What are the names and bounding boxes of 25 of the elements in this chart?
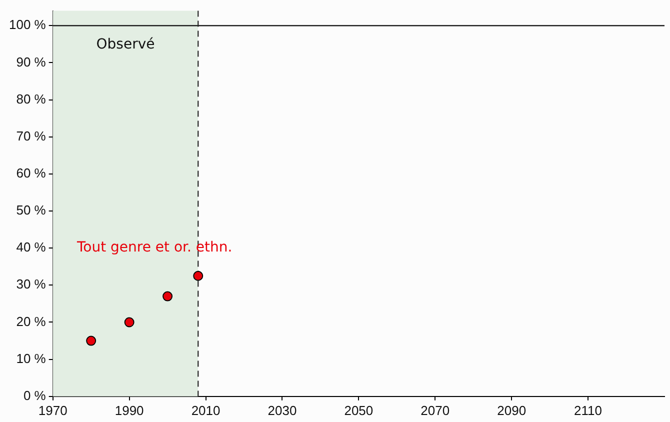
text: Tout genre et or. ethn. [76, 240, 232, 256]
y-tick-label: 50 % [16, 202, 46, 218]
y-tick-label: 20 % [16, 314, 46, 329]
y-tick-label: 90 % [16, 54, 46, 70]
y-tick-label: 80 % [16, 91, 46, 106]
band-label: Observé [96, 36, 155, 52]
x-tick-label: 2090 [497, 402, 526, 418]
y-tick-label: 100 % [8, 17, 46, 32]
y-tick-label: 40 % [16, 240, 46, 255]
y-tick-label: 30 % [16, 276, 46, 292]
x-tick-label: 2030 [268, 402, 297, 418]
x-tick-label: 2070 [420, 402, 450, 418]
y-tick-label: 60 % [16, 166, 46, 181]
x-tick-label: 2050 [344, 402, 374, 418]
point [193, 270, 204, 281]
y-tick-label: 70 % [16, 128, 46, 144]
y-tick-label: 10 % [16, 350, 46, 366]
point [124, 317, 134, 328]
y-tick-label: 0 % [23, 388, 46, 403]
x-tick-label: 1970 [38, 402, 68, 418]
x-tick-label: 2010 [191, 402, 220, 418]
point [86, 336, 96, 346]
point [162, 291, 173, 302]
x-tick-label: 1990 [114, 402, 144, 418]
x-tick-label: 2110 [574, 402, 602, 418]
